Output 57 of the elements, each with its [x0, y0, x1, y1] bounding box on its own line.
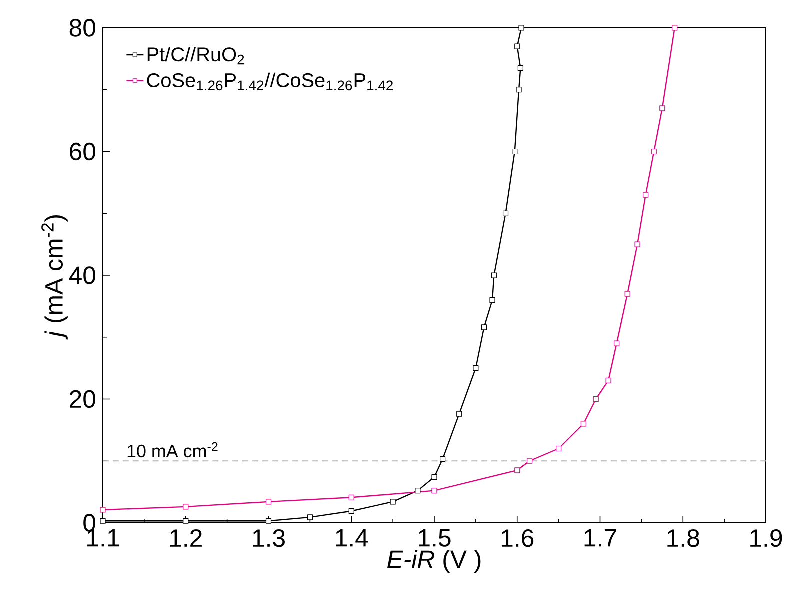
point	[183, 518, 189, 524]
point	[440, 456, 446, 462]
y-tick-label: 40	[69, 266, 96, 284]
point	[502, 210, 509, 216]
point	[490, 297, 496, 304]
y-tick-label: 80	[70, 19, 96, 37]
point	[473, 366, 479, 372]
y-axis-title: j (mA cm$^{-2}$)	[42, 216, 68, 340]
point	[100, 518, 106, 524]
x-tick-label: 1.4	[336, 530, 368, 547]
x-tick-label: 1.2	[170, 530, 202, 547]
x-axis-title: E-iR (V )	[388, 550, 481, 574]
point	[481, 324, 488, 330]
ref-line-label: 10 mA cm$^{-2}$	[128, 442, 218, 458]
point	[100, 507, 106, 513]
y-tick-label: 20	[70, 390, 96, 408]
point	[516, 87, 522, 93]
point	[634, 242, 640, 248]
point	[432, 488, 438, 494]
point	[307, 514, 313, 520]
point	[491, 272, 497, 278]
legend-label: Pt/C//RuO$_{2}$	[148, 47, 244, 65]
point	[518, 65, 524, 72]
legend-label: CoSe$_{1.26}$P$_{1.42}$//CoSe$_{1.26}$P$_{1.42}$	[147, 72, 393, 91]
point	[660, 106, 666, 112]
point	[614, 340, 620, 346]
point	[580, 421, 586, 427]
point	[651, 148, 657, 155]
point	[593, 396, 599, 402]
point	[512, 148, 518, 155]
point	[643, 192, 649, 198]
x-tick-label: 1.9	[750, 530, 782, 548]
y-tick-label: 0	[84, 514, 96, 532]
point	[390, 499, 396, 505]
x-tick-label: 1.5	[419, 530, 451, 547]
x-tick-label: 1.3	[253, 530, 285, 548]
x-tick-label: 1.6	[502, 530, 534, 548]
point	[624, 291, 630, 297]
point	[183, 504, 189, 510]
y-tick-label: 60	[70, 142, 96, 161]
x-tick-label: 1.8	[668, 530, 700, 548]
point	[527, 458, 533, 464]
point	[672, 25, 678, 31]
x-tick-label: 1.7	[584, 530, 616, 547]
point	[266, 499, 272, 505]
point	[518, 25, 524, 31]
x-tick-label: 1.1	[88, 530, 120, 547]
point	[556, 446, 562, 452]
point	[514, 44, 520, 50]
point	[514, 468, 520, 474]
point	[456, 411, 462, 417]
point	[432, 474, 438, 480]
point	[415, 488, 421, 494]
point	[266, 518, 272, 524]
point	[348, 508, 354, 514]
point	[348, 494, 354, 500]
point	[606, 378, 612, 384]
